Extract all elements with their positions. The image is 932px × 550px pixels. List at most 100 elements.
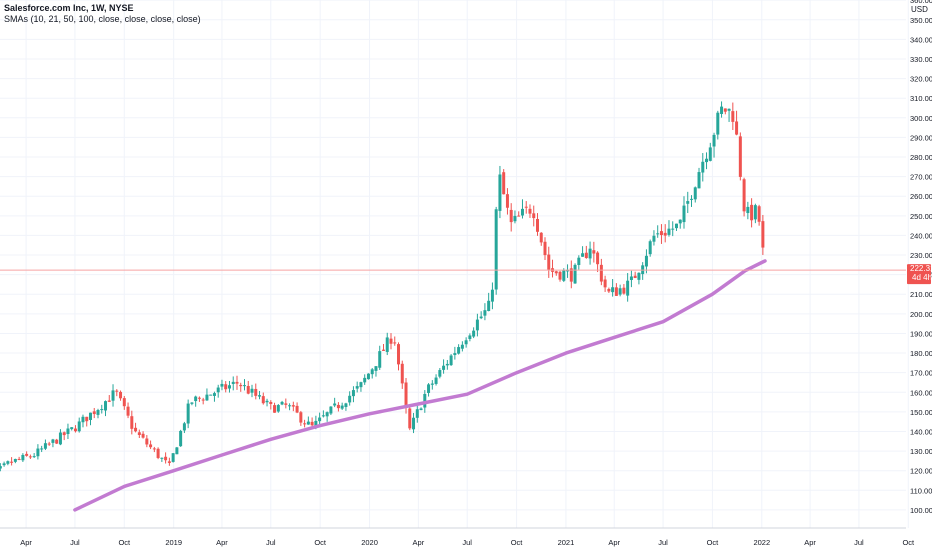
y-tick-label: 280.00 [910, 153, 932, 162]
candle-body [363, 377, 367, 383]
candle-body [0, 466, 2, 469]
candle-body [329, 406, 333, 414]
candle-body [524, 206, 528, 208]
indicator-label[interactable]: SMAs (10, 21, 50, 100, close, close, clo… [4, 14, 201, 24]
candle-body [17, 458, 21, 460]
y-tick-label: 200.00 [910, 310, 932, 319]
candle-body [100, 409, 104, 411]
candle-body [735, 121, 739, 135]
y-tick-label: 300.00 [910, 114, 932, 123]
candle-body [389, 338, 393, 344]
candle-body [303, 423, 307, 425]
candle-body [543, 241, 547, 256]
candle-body [445, 363, 449, 366]
x-tick-label: Jul [462, 538, 472, 547]
x-tick-label: Apr [608, 538, 620, 547]
y-tick-label: 130.00 [910, 447, 932, 456]
candle-body [171, 453, 175, 462]
y-tick-label: 290.00 [910, 133, 932, 142]
candle-body [581, 253, 585, 257]
candle-body [472, 330, 476, 337]
candle-body [629, 276, 633, 280]
candle-body [318, 417, 322, 422]
candle-body [378, 351, 382, 368]
x-tick-label: Apr [20, 538, 32, 547]
candle-body [547, 254, 551, 270]
candle-body [344, 403, 348, 407]
candle-body [88, 412, 92, 420]
x-tick-label: Jul [854, 538, 864, 547]
candle-body [348, 395, 352, 403]
y-tick-label: 330.00 [910, 55, 932, 64]
candle-body [152, 448, 156, 450]
candle-body [55, 439, 59, 444]
candle-body [107, 400, 111, 402]
candle-body [761, 221, 765, 248]
candle-body [122, 398, 126, 407]
candle-body [509, 209, 513, 223]
candle-body [712, 134, 716, 147]
candle-body [674, 223, 678, 229]
price-axis[interactable]: 100.00 110.00 120.00 130.00 140.00 150.00 160.… [910, 0, 932, 515]
x-tick-label: Oct [314, 538, 327, 547]
y-tick-label: 340.00 [910, 35, 932, 44]
candle-body [119, 391, 123, 399]
y-tick-label: 230.00 [910, 251, 932, 260]
candle-body [70, 427, 74, 430]
x-tick-label: 2021 [558, 538, 575, 547]
y-tick-label: 360.00 [910, 0, 932, 5]
symbol-title[interactable]: Salesforce.com Inc, 1W, NYSE [4, 3, 134, 13]
x-tick-label: 2020 [361, 538, 378, 547]
candle-body [535, 218, 539, 232]
candle-body [355, 386, 359, 389]
candle-body [40, 448, 44, 450]
candle-body [58, 432, 62, 445]
candle-body [513, 215, 517, 222]
candle-body [502, 172, 506, 195]
candle-body [96, 410, 100, 415]
x-tick-label: Apr [413, 538, 425, 547]
candle-body [449, 355, 453, 366]
candle-body [51, 439, 55, 443]
x-tick-label: Oct [511, 538, 524, 547]
y-tick-label: 150.00 [910, 408, 932, 417]
candle-body [2, 463, 6, 466]
candle-body [25, 453, 29, 456]
y-tick-label: 140.00 [910, 427, 932, 436]
candle-body [310, 421, 314, 426]
candle-body [85, 416, 89, 422]
candle-body [134, 427, 138, 432]
candle-body [603, 279, 607, 288]
candle-body [622, 287, 626, 294]
candle-body [742, 179, 746, 212]
candle-body [115, 390, 119, 392]
candle-body [156, 448, 160, 458]
candle-body [753, 205, 757, 220]
candle-body [415, 409, 419, 418]
candle-body [720, 106, 724, 114]
candle-body [483, 310, 487, 316]
x-tick-label: Jul [70, 538, 80, 547]
candle-body [43, 443, 47, 449]
candle-body [81, 416, 85, 423]
candle-body [141, 433, 145, 438]
candle-body [393, 342, 397, 344]
candle-body [554, 271, 558, 274]
grid-lines [0, 0, 909, 528]
candle-body [359, 382, 363, 388]
candle-body [62, 432, 66, 436]
time-axis[interactable]: Apr Jul Oct 2019 Apr Jul Oct 2020 Apr Jul Oct 2021 A… [0, 527, 915, 547]
candle-body [243, 385, 247, 387]
candle-body [750, 204, 754, 221]
candle-body [404, 382, 408, 408]
candle-body [167, 461, 171, 463]
x-tick-label: Oct [902, 538, 915, 547]
y-tick-label: 170.00 [910, 369, 932, 378]
x-tick-label: 2022 [753, 538, 770, 547]
candle-body [321, 415, 325, 417]
candle-body [280, 401, 284, 405]
candle-body [6, 461, 10, 464]
candle-body [179, 430, 183, 447]
chart-legend: Salesforce.com Inc, 1W, NYSE SMAs (10, 2… [4, 3, 201, 25]
